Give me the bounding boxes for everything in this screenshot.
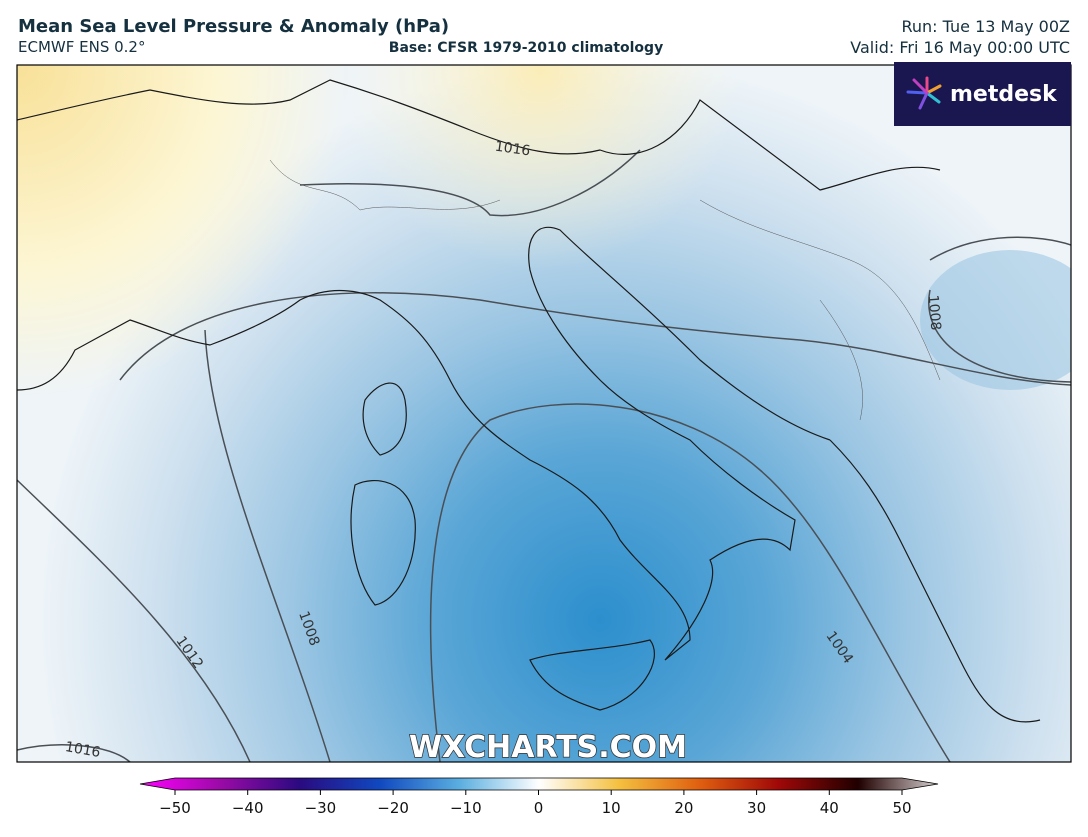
colorbar-tick-label: −30 [305, 799, 337, 817]
colorbar-tick-label: −50 [159, 799, 191, 817]
borders [269, 159, 941, 421]
logo-text: metdesk [950, 82, 1058, 107]
map-frame [16, 64, 1072, 763]
colorbar-tick-label: 40 [820, 799, 839, 817]
colorbar-tick-label: −10 [450, 799, 482, 817]
colorbar: −50 −40 −30 −20 −10 0 10 20 30 40 50 [139, 777, 939, 817]
logo: metdesk [894, 62, 1071, 126]
colorbar-tick-label: −20 [377, 799, 409, 817]
model: ECMWF ENS 0.2° [18, 38, 145, 56]
colorbar-tick-label: −40 [232, 799, 264, 817]
colorbar-tick-label: 0 [534, 799, 544, 817]
base: Base: CFSR 1979-2010 climatology [389, 40, 663, 56]
colorbar-tick-label: 30 [747, 799, 766, 817]
contour-label: 1008 [924, 294, 943, 331]
watermark: WXCHARTS.COM [409, 730, 687, 765]
coastlines [17, 79, 1041, 723]
isobars [17, 149, 1071, 762]
colorbar-tick-label: 50 [892, 799, 911, 817]
contour-label: 1016 [494, 139, 532, 160]
colorbar-tick-label: 10 [602, 799, 621, 817]
contour-label: 1016 [64, 739, 102, 761]
title: Mean Sea Level Pressure & Anomaly (hPa) [18, 16, 449, 37]
valid-time: Valid: Fri 16 May 00:00 UTC [850, 38, 1070, 57]
run-time: Run: Tue 13 May 00Z [902, 17, 1071, 36]
map: 1016 1008 1012 1008 1004 1016 WXCHARTS.C… [17, 65, 1071, 765]
colorbar-tick-label: 20 [674, 799, 693, 817]
